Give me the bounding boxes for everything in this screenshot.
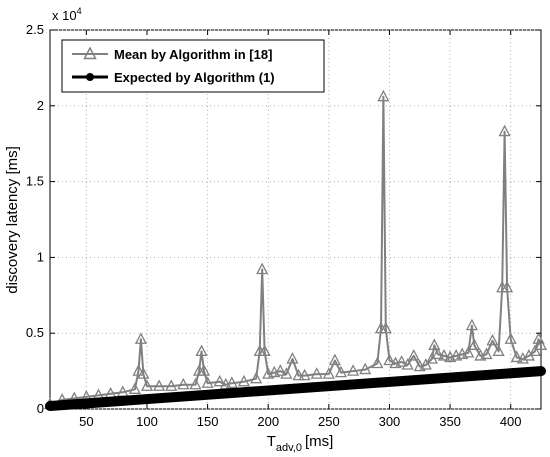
- series-mean-point: [258, 344, 271, 357]
- series-mean-point: [322, 367, 335, 379]
- series-mean-point: [225, 376, 238, 388]
- series-mean-point: [486, 333, 499, 346]
- series-mean-point: [177, 377, 190, 390]
- x-tick-label: 350: [439, 414, 461, 429]
- y-tick-label: 1: [37, 249, 44, 264]
- y-tick-label: 0: [37, 401, 44, 416]
- series-mean-point: [280, 367, 293, 379]
- series-mean-point: [468, 338, 481, 350]
- tick-labels: 50 100 150 200 250 300 350 400 0 0.5 1 1.5 2 2.5: [26, 22, 522, 429]
- legend-swatch-expected-marker: [86, 73, 94, 81]
- x-axis-label-sub: adv,0: [276, 442, 302, 454]
- series-expected-point: [537, 367, 545, 376]
- series-mean-point: [137, 367, 150, 379]
- series-mean-point: [395, 355, 408, 367]
- series-mean-point: [504, 332, 517, 344]
- series-mean-point: [500, 280, 514, 293]
- y-tick-label: 2.5: [26, 22, 44, 37]
- series-mean-point: [153, 379, 166, 391]
- series-mean-point: [465, 318, 478, 331]
- y-tick-label: 1.5: [26, 174, 44, 189]
- tick-marks: [50, 29, 541, 410]
- series-mean-point: [437, 349, 451, 361]
- series-mean-point: [237, 374, 251, 387]
- x-tick-label: 400: [500, 414, 522, 429]
- series-mean-point: [428, 338, 441, 350]
- series-mean-point: [128, 382, 141, 394]
- plot-area: [49, 29, 542, 410]
- legend-swatch-mean-marker: [83, 46, 97, 60]
- series-mean-point: [213, 374, 226, 387]
- x-tick-label: 300: [379, 414, 401, 429]
- series-mean-point: [498, 124, 511, 137]
- series-mean-point: [201, 376, 214, 388]
- series-mean-point: [492, 344, 505, 357]
- y-tick-label: 0.5: [26, 325, 44, 340]
- legend: Mean by Algorithm in [18] Expected by Al…: [61, 39, 325, 93]
- x-tick-label: 200: [257, 414, 279, 429]
- series-mean-point: [165, 379, 178, 391]
- series-mean-point: [310, 367, 323, 379]
- series-mean-point: [286, 352, 299, 364]
- series-mean-point: [189, 377, 202, 390]
- x-axis-label-main: T: [267, 433, 276, 450]
- series-layer: [43, 89, 548, 411]
- series-mean-point: [383, 353, 396, 366]
- series-mean-point: [298, 368, 311, 381]
- x-tick-label: 250: [318, 414, 340, 429]
- x-tick-label: 50: [79, 414, 93, 429]
- series-mean-point: [197, 364, 211, 376]
- series-mean-point: [195, 344, 208, 357]
- series-mean-point: [462, 346, 475, 358]
- series-mean-point: [256, 262, 269, 275]
- series-mean-point: [407, 349, 420, 361]
- series-mean-point: [328, 353, 341, 366]
- series-mean-point: [510, 350, 523, 363]
- x-tick-label: 100: [136, 414, 158, 429]
- series-mean-point: [359, 362, 372, 375]
- series-mean-point: [401, 358, 414, 370]
- series-mean-point: [334, 365, 348, 378]
- series-mean-point: [347, 364, 360, 376]
- series-mean-point: [274, 364, 287, 376]
- series-mean-point: [534, 338, 548, 350]
- legend-label-expected: Expected by Algorithm (1): [114, 70, 275, 85]
- y-exponent-label: x 104: [52, 6, 82, 23]
- series-expected-point: [46, 401, 54, 410]
- series-mean-point: [419, 358, 432, 370]
- series-mean-point: [140, 379, 154, 391]
- series-mean-point: [379, 321, 392, 334]
- series-mean-point: [132, 364, 145, 376]
- series-mean-point: [250, 371, 263, 384]
- y-tick-label: 2: [37, 98, 44, 113]
- x-tick-label: 150: [197, 414, 219, 429]
- series-mean-point: [134, 332, 148, 344]
- series-mean-point: [371, 356, 384, 369]
- series-expected-line: [45, 366, 546, 411]
- x-axis-label-unit: [ms]: [305, 433, 333, 450]
- x-axis-label: Tadv,0 [ms]: [267, 433, 334, 454]
- y-exponent-power: 4: [77, 6, 82, 16]
- series-mean-point: [377, 89, 390, 102]
- legend-label-mean: Mean by Algorithm in [18]: [114, 47, 272, 62]
- series-mean-point: [292, 368, 305, 381]
- series-mean-point: [528, 344, 542, 357]
- y-axis-label: discovery latency [ms]: [4, 146, 21, 294]
- series-mean-point: [480, 347, 493, 360]
- series-mean-point: [431, 347, 445, 360]
- legend-box: [61, 39, 325, 93]
